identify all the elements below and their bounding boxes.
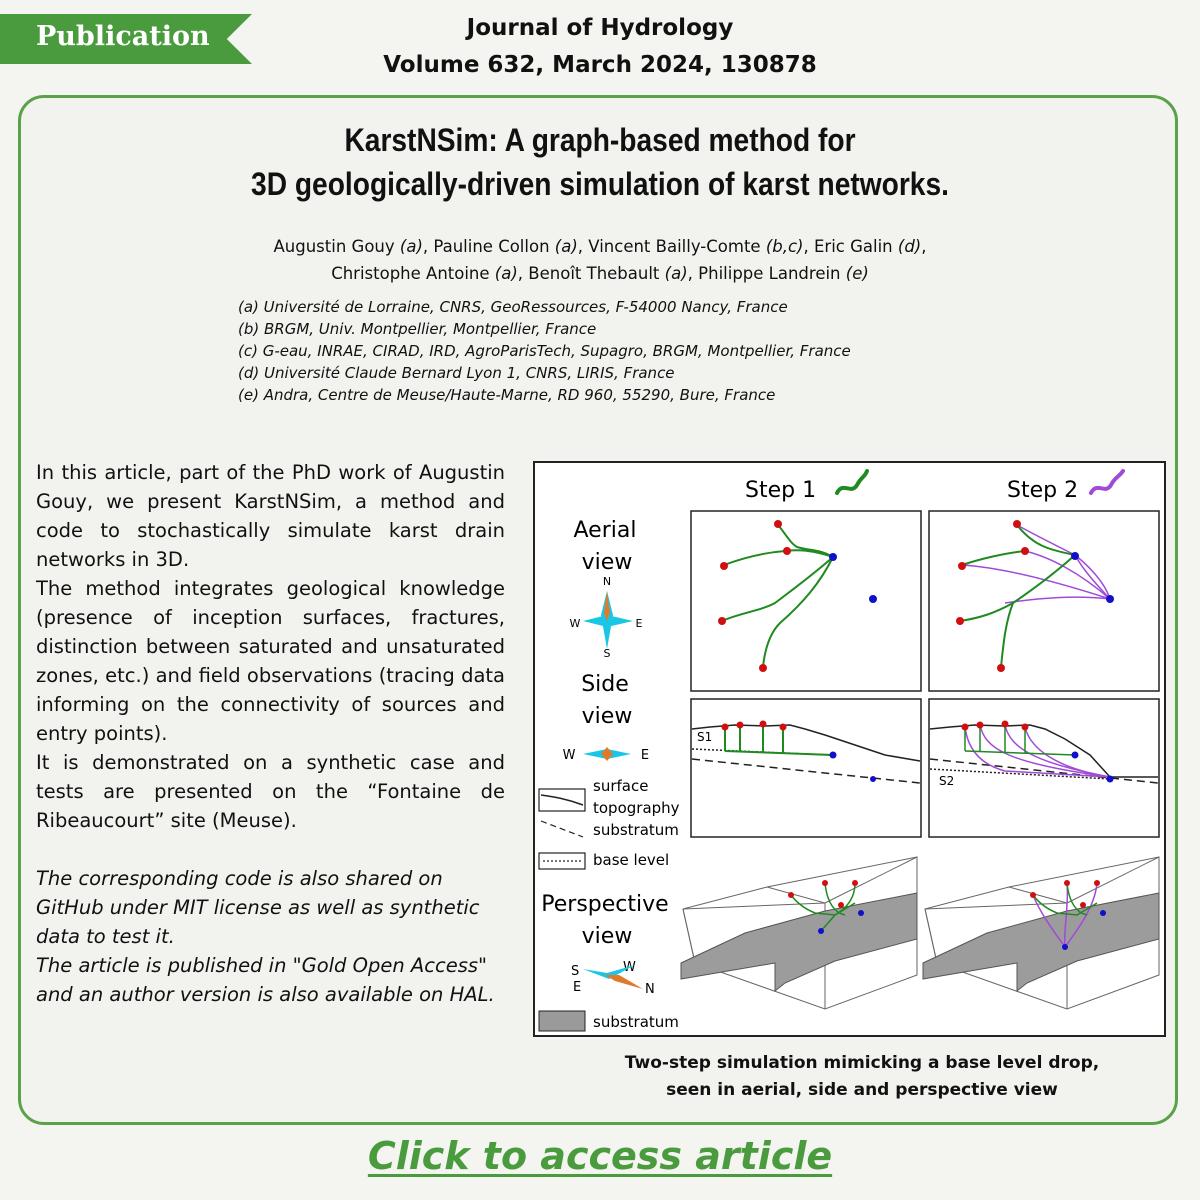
figure-caption: Two-step simulation mimicking a base lev… (560, 1050, 1164, 1104)
aerial-panel-step1 (690, 510, 922, 692)
aerial-points (718, 520, 1114, 672)
persp-compass-e: E (573, 980, 581, 995)
affiliation-item: (b) BRGM, Univ. Montpellier, Montpellier… (238, 320, 597, 338)
affiliation-list: (a) Université de Lorraine, CNRS, GeoRes… (238, 296, 998, 406)
caption-line-2: seen in aerial, side and perspective vie… (666, 1080, 1058, 1100)
side-view-step1: S1 (691, 720, 921, 784)
journal-volume: Volume 632, March 2024, 130878 (383, 52, 817, 78)
author-line-1: Augustin Gouy (a), Pauline Collon (a), V… (273, 237, 927, 256)
author-aff: (a) (664, 264, 688, 283)
aerial-panel-step2 (928, 510, 1160, 692)
persp-label-1: Perspective (541, 892, 668, 917)
side-label-2: view (582, 704, 633, 729)
title-line-1: KarstNSim: A graph-based method for (344, 122, 856, 158)
author-name: Christophe Antoine (331, 264, 490, 283)
side-compass-icon: W E (563, 747, 649, 763)
legend-substratum: substratum (593, 821, 679, 839)
s2-label: S2 (939, 774, 954, 788)
aerial-network-step1 (721, 524, 834, 668)
aerial-label-2: view (582, 550, 633, 575)
publication-badge-label: Publication (36, 21, 210, 52)
step2-swatch-icon (1089, 469, 1125, 495)
side-panel-step1 (690, 698, 922, 838)
persp-compass-s: S (571, 964, 579, 979)
caption-line-1: Two-step simulation mimicking a base lev… (624, 1053, 1100, 1073)
side-compass-w: W (563, 748, 576, 763)
s1-label: S1 (697, 730, 712, 744)
aerial-network-step2-green (959, 524, 1076, 668)
step1-label: Step 1 (745, 478, 816, 503)
legend-surface-2: topography (593, 799, 680, 817)
affiliation-item: (e) Andra, Centre de Meuse/Haute-Marne, … (238, 386, 776, 404)
author-aff: (a) (399, 237, 423, 256)
compass-e: E (636, 617, 643, 630)
persp-network-step2-green (1032, 882, 1098, 916)
access-article-link[interactable]: Click to access article (367, 1134, 833, 1178)
access-note: The article is published in "Gold Open A… (36, 954, 495, 1006)
step1-swatch-icon (835, 469, 869, 495)
author-aff: (e) (845, 264, 869, 283)
substratum-surface-step1 (680, 892, 918, 993)
persp-compass-icon: S W E N (571, 960, 655, 997)
side-view-step2: S2 (929, 720, 1159, 788)
legend-substratum-3d: substratum (593, 1013, 679, 1031)
persp-network-step1 (790, 882, 856, 932)
author-aff: (a) (494, 264, 518, 283)
author-name: Philippe Landrein (698, 264, 841, 283)
author-line-2: Christophe Antoine (a), Benoît Thebault … (331, 264, 869, 283)
abstract-text: In this article, part of the PhD work of… (36, 458, 505, 1009)
side-compass-e: E (641, 748, 649, 763)
journal-info: Journal of Hydrology Volume 632, March 2… (300, 10, 900, 84)
author-name: Pauline Collon (433, 237, 550, 256)
affiliation-item: (d) Université Claude Bernard Lyon 1, CN… (238, 364, 675, 382)
author-aff: (b,c) (765, 237, 804, 256)
figure-legend: surface topography substratum base level (538, 777, 680, 870)
author-name: Eric Galin (814, 237, 893, 256)
side-panel-step2 (928, 698, 1160, 838)
persp-compass-n: N (645, 982, 655, 997)
author-aff: (d) (897, 237, 922, 256)
figure-canvas: Step 1 Step 2 Aerial view N S W E (538, 469, 1160, 1032)
author-name: Augustin Gouy (273, 237, 395, 256)
legend-base-level: base level (593, 851, 669, 869)
code-note: The corresponding code is also shared on… (36, 867, 480, 948)
author-aff: (a) (554, 237, 578, 256)
abstract-paragraph: It is demonstrated on a synthetic case a… (36, 751, 505, 832)
persp-label-2: view (582, 924, 633, 949)
legend-surface-1: surface (593, 777, 648, 795)
step2-label: Step 2 (1007, 478, 1078, 503)
aerial-label-1: Aerial (574, 518, 637, 543)
title-line-2: 3D geologically-driven simulation of kar… (251, 166, 949, 202)
author-list: Augustin Gouy (a), Pauline Collon (a), V… (150, 233, 1050, 287)
aerial-network-step2-purple (961, 524, 1111, 604)
article-title: KarstNSim: A graph-based method for 3D g… (72, 118, 1128, 206)
author-name: Benoît Thebault (528, 264, 660, 283)
simulation-figure: Step 1 Step 2 Aerial view N S W E (533, 461, 1166, 1037)
affiliation-item: (c) G-eau, INRAE, CIRAD, IRD, AgroParisT… (238, 342, 851, 360)
compass-icon: N S W E (570, 575, 643, 660)
publication-badge: Publication (0, 14, 252, 64)
paragraph-spacer (36, 835, 505, 864)
abstract-paragraph: In this article, part of the PhD work of… (36, 461, 505, 571)
compass-n: N (603, 575, 611, 588)
affiliation-item: (a) Université de Lorraine, CNRS, GeoRes… (238, 298, 788, 316)
abstract-paragraph: The method integrates geological knowled… (36, 577, 505, 745)
journal-name: Journal of Hydrology (466, 15, 734, 41)
compass-s: S (604, 647, 611, 660)
compass-w: W (570, 617, 581, 630)
author-name: Vincent Bailly-Comte (588, 237, 761, 256)
side-label-1: Side (581, 672, 629, 697)
substratum-surface-step2 (922, 892, 1160, 993)
